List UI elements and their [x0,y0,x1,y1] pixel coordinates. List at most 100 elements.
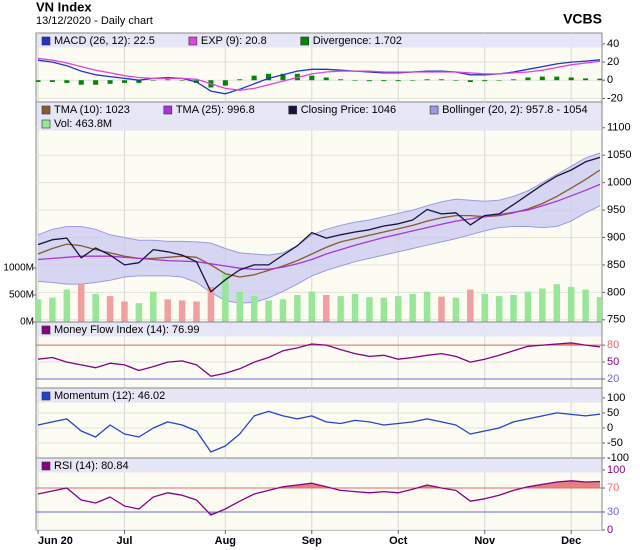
bar [337,296,344,322]
bar [106,296,114,322]
chart-title: VN Index [36,0,92,14]
y-tick-label: 0 [607,524,613,536]
series-line [37,156,601,293]
y-tick-label: 30 [607,506,619,518]
legend-label: Money Flow Index (14): 76.99 [54,324,200,336]
bar [266,73,272,81]
y2-tick-label: 1000M [3,263,34,274]
bar [380,297,388,322]
bar [279,299,287,322]
legend-label: Bollinger (20, 2): 957.8 - 1054 [442,104,588,116]
bar [438,296,445,322]
bar [597,78,602,81]
series-line [37,57,601,91]
bar [467,289,474,322]
legend: TMA (10): 1023 TMA (25): 996.8 Closing Pri… [36,102,602,131]
x-tick-label: Sep [302,535,322,547]
legend-background [36,102,602,131]
bar [554,76,560,81]
bar [322,294,330,322]
bar [481,293,488,322]
bar [294,294,301,322]
plot-area [36,102,602,322]
series-line [37,342,601,377]
bar [165,79,171,81]
legend-label: MACD (26, 12): 22.5 [54,35,155,47]
bar [438,79,445,81]
bar [452,297,460,322]
legend-label: Closing Price: 1046 [301,104,396,116]
legend-swatch [41,36,51,46]
bar [308,291,316,322]
bar [251,75,257,81]
band-upper [37,152,601,256]
legend-swatch [300,36,310,46]
bar [525,77,531,81]
panel: 80 50 20 Money Flow Index (14): 76.99 [35,321,619,389]
bar [338,79,344,81]
y-tick-label: 0 [607,74,613,86]
bar [423,291,431,322]
legend-label: EXP (9): 20.8 [201,35,267,47]
bar [36,299,42,322]
bar [49,297,56,322]
bar [93,80,99,85]
bar [222,80,228,86]
x-tick-label: Jun 20 [38,535,73,547]
legend: Momentum (12): 46.02 [36,388,602,403]
bar [237,79,243,81]
bar [510,294,517,322]
bar [352,80,358,81]
y-tick-label: 800 [607,286,625,298]
bar [150,291,157,322]
y-tick-label: 750 [607,314,625,326]
bar [178,300,186,322]
y-tick-label: 100 [607,392,625,404]
y-tick-label: 1000 [607,177,631,189]
bar [395,80,401,82]
bar [568,77,574,81]
bar [495,296,503,322]
legend-swatch [41,105,51,115]
y2-tick-label: 500M [9,290,34,301]
bar [150,80,156,81]
legend-label: RSI (14): 80.84 [54,460,129,472]
legend-background [36,458,602,473]
bar [222,273,229,322]
bar [265,300,272,322]
bar [553,284,561,322]
bar [135,303,143,322]
bar [49,80,55,83]
y-tick-label: 1050 [607,149,631,161]
y-tick-label: 100 [607,464,625,476]
y-tick-label: -100 [607,452,629,464]
band-lower [37,205,601,304]
y-tick-label: 20 [607,373,619,385]
legend-swatch [41,325,51,335]
bar [164,299,171,322]
panel: 100 70 30 0 RSI (14): 80.84 [35,457,625,536]
legend-label: TMA (10): 1023 [54,104,130,116]
legend-background [36,33,602,48]
legend: Money Flow Index (14): 76.99 [36,322,602,337]
legend-label: Vol: 463.8M [54,118,112,130]
y-tick-label: 1100 [607,122,631,134]
x-tick-label: Oct [389,535,408,547]
bar [539,76,545,81]
bar [121,301,128,322]
legend-swatch [41,119,51,129]
bar [63,289,71,322]
y-tick-label: 50 [607,356,619,368]
bar [539,288,546,322]
y-tick-label: 900 [607,231,625,243]
bar [36,80,41,83]
panel: 100 50 0 -50 -100 Momentum (12): 46.02 [35,387,629,464]
x-tick-label: Nov [474,535,496,547]
bar [496,80,502,81]
bar [280,73,286,81]
bar [381,80,387,82]
y-tick-label: 850 [607,259,625,271]
y-tick-label: -50 [607,437,623,449]
bar [107,80,113,84]
